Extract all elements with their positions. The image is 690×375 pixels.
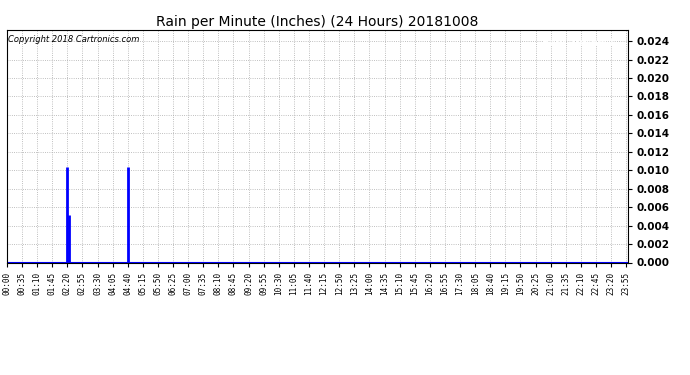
Text: Copyright 2018 Cartronics.com: Copyright 2018 Cartronics.com xyxy=(8,34,139,44)
Title: Rain per Minute (Inches) (24 Hours) 20181008: Rain per Minute (Inches) (24 Hours) 2018… xyxy=(156,15,479,29)
